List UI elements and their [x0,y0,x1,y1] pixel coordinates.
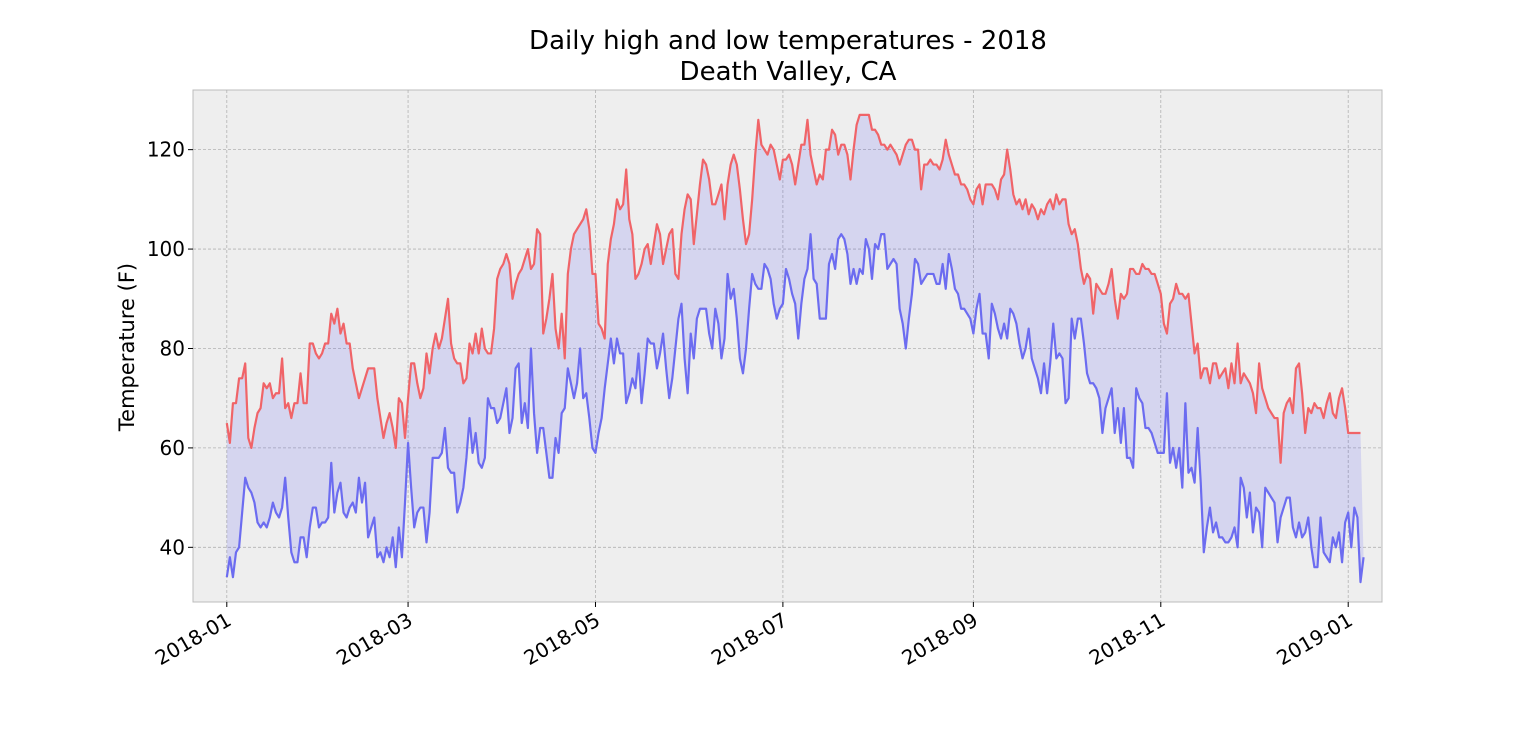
y-tick-label: 100 [147,237,185,261]
chart-subtitle: Death Valley, CA [679,57,897,87]
fill-between [226,114,1364,583]
y-tick-label: 60 [160,436,185,460]
x-tick-label: 2018-03 [332,608,416,671]
chart-title: Daily high and low temperatures - 2018 [529,26,1047,56]
x-tick-label: 2018-05 [520,608,604,671]
y-tick-label: 120 [147,138,185,162]
high-temperature-line [225,113,1361,464]
x-tick-label: 2019-01 [1272,608,1356,671]
x-tick-label: 2018-01 [151,608,235,671]
x-tick-label: 2018-09 [897,608,981,671]
grid [193,90,1382,602]
y-tick-label: 40 [160,535,185,559]
x-tick-label: 2018-11 [1085,608,1169,671]
y-tick-label: 80 [160,336,185,360]
low-temperature-line [225,233,1365,584]
series-lines [225,113,1365,584]
x-tick-label: 2018-07 [707,608,791,671]
plot-area [192,89,1383,603]
fill-between-area [226,114,1364,583]
y-axis-label: Temperature (F) [115,263,139,432]
